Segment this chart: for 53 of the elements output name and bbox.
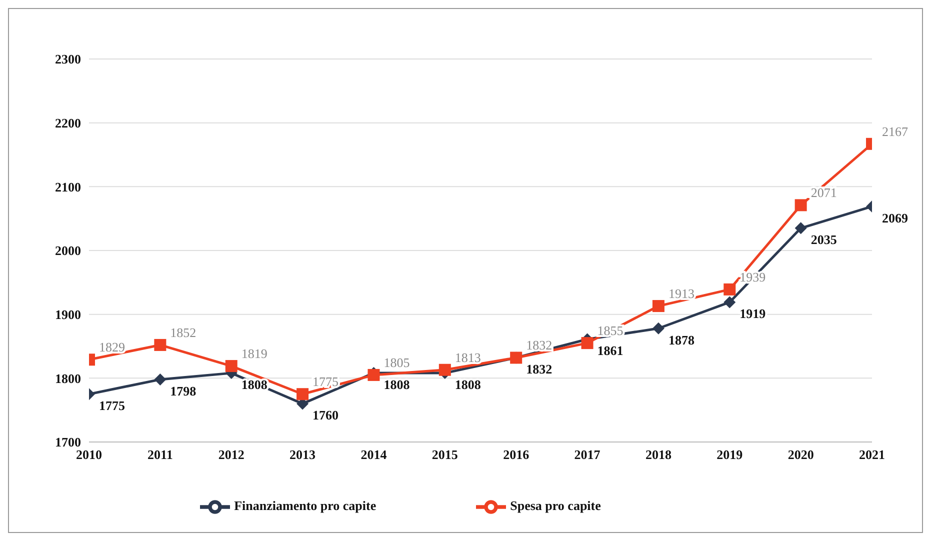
x-tick-label: 2020 <box>788 447 814 462</box>
data-label: 1919 <box>740 306 766 322</box>
x-tick-label: 2021 <box>859 447 885 462</box>
y-tick-label: 1800 <box>55 370 81 386</box>
point <box>724 283 736 296</box>
x-tick-label: 2011 <box>148 447 173 462</box>
point <box>652 300 664 312</box>
data-label: 1861 <box>597 343 624 358</box>
x-tick-label: 2016 <box>503 447 530 462</box>
x-tick-label: 2013 <box>290 447 316 462</box>
y-tick-label: 2100 <box>55 179 81 194</box>
point <box>581 337 594 350</box>
data-label: 1852 <box>170 324 196 340</box>
data-label: 1808 <box>384 377 410 392</box>
y-tick-label: 2300 <box>55 52 81 67</box>
data-label: 1832 <box>526 338 552 353</box>
data-label: 2035 <box>810 232 838 248</box>
data-label: 1819 <box>241 346 268 362</box>
x-tick-label: 2019 <box>716 447 744 462</box>
data-label: 1775 <box>312 374 339 390</box>
point <box>154 338 166 351</box>
point <box>794 222 807 234</box>
x-tick-label: 2010 <box>76 447 102 462</box>
y-tick-label: 2200 <box>55 115 81 130</box>
x-tick-label: 2018 <box>645 447 672 462</box>
legend-label: Spesa pro capite <box>510 498 601 513</box>
x-tick-label: 2017 <box>574 447 601 462</box>
x-tick-label: 2015 <box>432 447 458 462</box>
data-label: 1829 <box>99 340 125 355</box>
point <box>438 364 451 376</box>
data-label: 1760 <box>312 408 339 423</box>
data-label: 1798 <box>170 383 197 398</box>
data-label: 1775 <box>99 398 126 414</box>
point <box>794 199 807 212</box>
y-tick-label: 2000 <box>55 243 81 258</box>
y-tick-label: 1900 <box>55 306 81 322</box>
data-label: 1832 <box>526 362 552 377</box>
data-label: 2069 <box>882 210 908 226</box>
point <box>154 373 166 386</box>
legend-label: Finanziamento pro capite <box>234 498 376 513</box>
y-tick-label: 1700 <box>55 434 81 450</box>
data-label: 1913 <box>668 286 694 302</box>
point <box>296 388 309 400</box>
data-label: 1878 <box>668 332 695 348</box>
x-tick-label: 2014 <box>360 447 388 462</box>
data-label: 2167 <box>882 124 908 139</box>
point <box>225 360 238 372</box>
point <box>652 322 664 334</box>
data-label: 1813 <box>454 350 481 365</box>
data-label: 1805 <box>384 354 410 370</box>
x-tick-label: 2012 <box>218 447 244 462</box>
point <box>724 296 736 308</box>
data-label: 1808 <box>454 377 482 392</box>
